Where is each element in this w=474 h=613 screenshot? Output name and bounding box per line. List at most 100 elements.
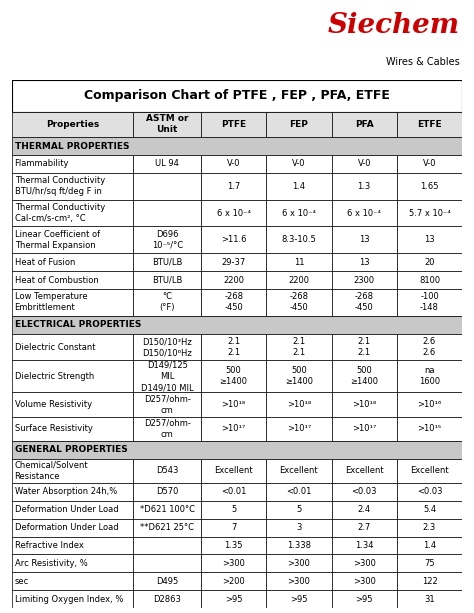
Bar: [332, 333, 397, 360]
Text: 6 x 10⁻⁴: 6 x 10⁻⁴: [347, 208, 381, 218]
Text: >300: >300: [353, 559, 376, 568]
Text: 5.7 x 10⁻⁴: 5.7 x 10⁻⁴: [409, 208, 450, 218]
Text: 1.4: 1.4: [423, 541, 436, 550]
Bar: [397, 226, 462, 253]
Bar: [12, 137, 462, 155]
Text: 8100: 8100: [419, 276, 440, 284]
Text: 1.35: 1.35: [224, 541, 243, 550]
Text: 5: 5: [231, 505, 236, 514]
Bar: [133, 417, 201, 441]
Text: <0.01: <0.01: [286, 487, 311, 497]
Text: 2.7: 2.7: [357, 523, 371, 532]
Text: -268
-450: -268 -450: [290, 292, 309, 313]
Bar: [397, 483, 462, 501]
Text: FEP: FEP: [290, 120, 309, 129]
Bar: [201, 271, 266, 289]
Bar: [12, 289, 133, 316]
Text: 2.4: 2.4: [358, 505, 371, 514]
Text: ELECTRICAL PROPERTIES: ELECTRICAL PROPERTIES: [15, 320, 141, 329]
Bar: [133, 501, 201, 519]
Bar: [12, 555, 133, 573]
Bar: [133, 573, 201, 590]
Text: Low Temperature
Embrittlement: Low Temperature Embrittlement: [15, 292, 87, 313]
Bar: [266, 112, 331, 137]
Bar: [266, 555, 331, 573]
Bar: [266, 333, 331, 360]
Bar: [397, 200, 462, 226]
Bar: [266, 573, 331, 590]
Bar: [12, 590, 133, 608]
Bar: [332, 226, 397, 253]
Text: °C
(°F): °C (°F): [159, 292, 175, 313]
Text: 20: 20: [424, 257, 435, 267]
Bar: [201, 417, 266, 441]
Bar: [397, 112, 462, 137]
Text: Surface Resistivity: Surface Resistivity: [15, 424, 92, 433]
Text: Heat of Combustion: Heat of Combustion: [15, 276, 98, 284]
Text: 1.3: 1.3: [357, 182, 371, 191]
Bar: [397, 590, 462, 608]
Bar: [12, 80, 462, 112]
Text: BTU/LB: BTU/LB: [152, 257, 182, 267]
Bar: [12, 483, 133, 501]
Bar: [12, 392, 133, 417]
Bar: [201, 289, 266, 316]
Bar: [133, 519, 201, 536]
Bar: [12, 271, 133, 289]
Bar: [266, 155, 331, 173]
Text: Flammability: Flammability: [15, 159, 69, 169]
Bar: [397, 289, 462, 316]
Text: 3: 3: [296, 523, 301, 532]
Bar: [397, 253, 462, 271]
Text: >300: >300: [287, 559, 310, 568]
Text: Deformation Under Load: Deformation Under Load: [15, 523, 118, 532]
Bar: [397, 173, 462, 200]
Bar: [266, 459, 331, 483]
Text: >10¹⁸: >10¹⁸: [221, 400, 246, 409]
Bar: [397, 360, 462, 392]
Bar: [332, 459, 397, 483]
Text: D257/ohm-
cm: D257/ohm- cm: [144, 395, 191, 414]
Bar: [133, 289, 201, 316]
Text: >300: >300: [353, 577, 376, 586]
Bar: [12, 155, 133, 173]
Bar: [332, 200, 397, 226]
Bar: [12, 501, 133, 519]
Bar: [266, 392, 331, 417]
Bar: [12, 459, 133, 483]
Bar: [12, 573, 133, 590]
Text: >10¹⁸: >10¹⁸: [287, 400, 311, 409]
Bar: [397, 155, 462, 173]
Text: Thermal Conductivity
BTU/hr/sq ft/deg F in: Thermal Conductivity BTU/hr/sq ft/deg F …: [15, 176, 105, 196]
Text: 6 x 10⁻⁴: 6 x 10⁻⁴: [217, 208, 251, 218]
Bar: [332, 536, 397, 555]
Bar: [332, 555, 397, 573]
Text: 500
≥1400: 500 ≥1400: [285, 367, 313, 386]
Text: *D621 100°C: *D621 100°C: [140, 505, 195, 514]
Text: Siechem: Siechem: [328, 12, 460, 39]
Text: V-0: V-0: [357, 159, 371, 169]
Bar: [201, 536, 266, 555]
Text: 1.4: 1.4: [292, 182, 305, 191]
Text: V-0: V-0: [423, 159, 436, 169]
Bar: [266, 536, 331, 555]
Text: 500
≥1400: 500 ≥1400: [219, 367, 247, 386]
Text: >10¹⁷: >10¹⁷: [352, 424, 376, 433]
Bar: [133, 226, 201, 253]
Text: Comparison Chart of PTFE , FEP , PFA, ETFE: Comparison Chart of PTFE , FEP , PFA, ET…: [84, 89, 390, 102]
Bar: [201, 253, 266, 271]
Bar: [201, 333, 266, 360]
Text: Excellent: Excellent: [345, 466, 383, 476]
Bar: [266, 417, 331, 441]
Bar: [201, 200, 266, 226]
Bar: [397, 536, 462, 555]
Text: Excellent: Excellent: [410, 466, 449, 476]
Text: ASTM or
Unit: ASTM or Unit: [146, 114, 189, 134]
Text: D696
10⁻⁵/°C: D696 10⁻⁵/°C: [152, 230, 183, 250]
Bar: [201, 112, 266, 137]
Bar: [397, 519, 462, 536]
Bar: [397, 392, 462, 417]
Text: 2300: 2300: [354, 276, 375, 284]
Text: >95: >95: [356, 595, 373, 604]
Text: Limiting Oxygen Index, %: Limiting Oxygen Index, %: [15, 595, 123, 604]
